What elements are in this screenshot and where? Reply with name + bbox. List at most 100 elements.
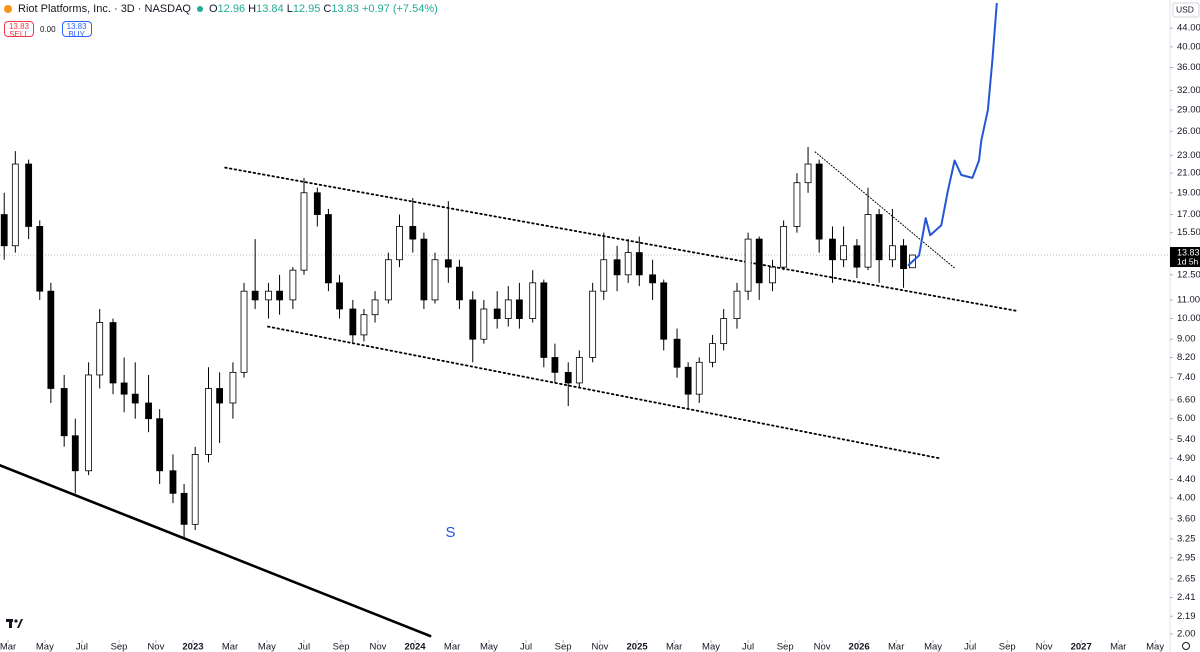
x-tick-label: 2027	[1071, 642, 1092, 652]
candle-body	[145, 402, 152, 420]
buy-button[interactable]: 13.83 BUY	[61, 21, 92, 39]
candle-body	[265, 290, 272, 301]
y-tick-label: 44.00	[1177, 23, 1200, 34]
y-tick-label: 10.00	[1177, 313, 1200, 324]
x-tick-label: 2023	[182, 642, 203, 652]
currency: USD	[1176, 4, 1194, 14]
x-tick-label: Sep	[777, 642, 794, 652]
candle-body	[575, 357, 583, 384]
x-tick-label: Mar	[444, 642, 460, 652]
y-tick-label: 23.00	[1177, 150, 1200, 161]
y-tick-label: 17.00	[1177, 209, 1200, 220]
candle-body	[349, 308, 357, 336]
x-tick-label: Mar	[222, 642, 238, 652]
ohlc-value: 13.83	[331, 3, 359, 15]
countdown: 1d 5h	[1177, 256, 1199, 266]
ohlc-value: 13.84	[256, 3, 284, 15]
candle-body	[276, 290, 283, 301]
x-tick-label: Jul	[76, 642, 88, 652]
y-tick-label: 36.00	[1177, 62, 1200, 73]
candle-body	[529, 282, 537, 319]
trendline	[814, 151, 956, 270]
trendline	[0, 464, 432, 638]
x-tick-label: 2024	[404, 642, 426, 652]
y-tick-label: 15.50	[1177, 227, 1200, 238]
annotation: S	[446, 524, 456, 541]
candle-body	[493, 308, 501, 319]
candle-body	[85, 374, 92, 472]
symbol-icon	[4, 5, 12, 13]
candle-body	[709, 343, 716, 363]
y-tick-label: 6.60	[1177, 395, 1196, 406]
candle-body	[444, 259, 452, 268]
x-tick-label: May	[924, 642, 942, 652]
candle-body	[815, 163, 823, 240]
candle-body	[840, 245, 847, 261]
candle-body	[720, 318, 728, 345]
candle-body	[684, 366, 692, 395]
candle-body	[251, 290, 259, 301]
x-tick-label: Mar	[0, 642, 16, 652]
y-tick-label: 3.25	[1177, 533, 1196, 544]
candle-body	[0, 214, 8, 247]
x-tick-label: Jul	[520, 642, 532, 652]
x-tick-label: Sep	[111, 642, 128, 652]
y-tick-label: 3.60	[1177, 513, 1196, 524]
x-tick-label: Sep	[999, 642, 1016, 652]
candle-body	[420, 238, 428, 301]
candle-body	[600, 259, 608, 292]
buy-price: 13.83	[66, 22, 87, 31]
candle-body	[660, 282, 668, 340]
candle-body	[649, 274, 657, 284]
candle-body	[191, 454, 199, 525]
candle-body	[313, 192, 321, 215]
y-tick-label: 2.41	[1177, 592, 1196, 603]
candle-body	[769, 266, 776, 284]
candle-body	[229, 371, 237, 404]
candle-body	[384, 259, 392, 301]
candle-body	[889, 245, 896, 261]
y-tick-label: 4.40	[1177, 474, 1196, 485]
candle-body	[109, 322, 117, 384]
candle-body	[900, 245, 907, 270]
y-tick-label: 29.00	[1177, 104, 1200, 115]
x-tick-label: Nov	[592, 642, 609, 652]
candle-body	[695, 361, 703, 395]
x-tick-label: Jul	[742, 642, 754, 652]
x-tick-label: May	[36, 642, 54, 652]
candle-body	[36, 226, 44, 292]
sell-button[interactable]: 13.83 SELL	[4, 21, 34, 39]
projection-line	[907, 3, 998, 267]
candle-body	[589, 290, 597, 358]
settings-icon[interactable]	[1182, 642, 1190, 650]
y-tick-label: 9.00	[1177, 334, 1196, 345]
candle-body	[180, 492, 188, 525]
y-tick-label: 2.65	[1177, 573, 1196, 584]
candle-body	[360, 314, 368, 336]
symbol-title: Riot Platforms, Inc. · 3D · NASDAQ	[18, 3, 191, 15]
candle-body	[409, 226, 417, 240]
x-tick-label: Nov	[1036, 642, 1053, 652]
candle-body	[613, 259, 621, 276]
candle-body	[804, 163, 812, 184]
candle-body	[205, 388, 212, 455]
x-tick-label: 2026	[849, 642, 870, 652]
candle-body	[325, 214, 332, 284]
plot-area: S	[0, 3, 1170, 638]
candle-body	[673, 338, 681, 368]
ohlc-label: H	[248, 3, 257, 15]
ohlc: O12.96 H13.84 L12.95 C13.83 +0.97 (+7.54…	[209, 3, 438, 15]
y-tick-label: 40.00	[1177, 41, 1200, 52]
x-tick-label: Jul	[298, 642, 310, 652]
x-tick-label: 2025	[627, 642, 649, 652]
ohlc-label: C	[323, 3, 332, 15]
candle-body	[300, 192, 308, 271]
y-tick-label: 32.00	[1177, 85, 1200, 96]
ohlc-value: 12.95	[292, 3, 321, 15]
candle-body	[431, 259, 439, 301]
candle-body	[624, 252, 632, 276]
candle-body	[744, 238, 752, 292]
x-tick-label: May	[1146, 642, 1164, 652]
candle-body	[169, 470, 177, 494]
